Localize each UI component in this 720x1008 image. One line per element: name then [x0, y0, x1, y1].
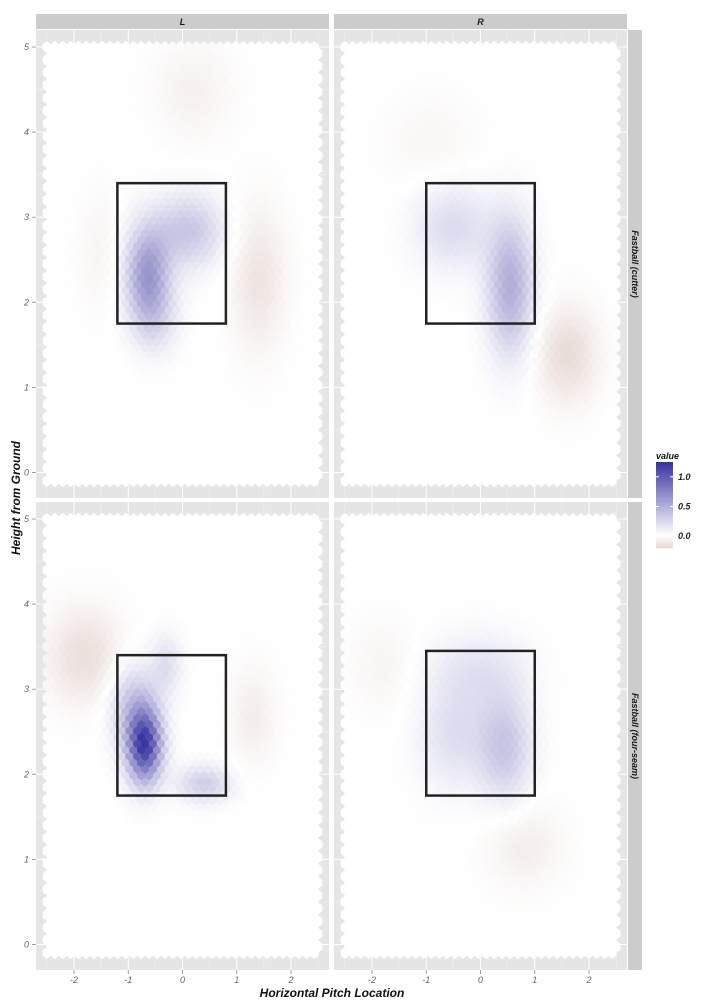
y-tick-label: 0	[24, 467, 29, 477]
y-tick-label: 3	[24, 212, 29, 222]
facet-label-row: Fastball (cutter)	[630, 230, 640, 298]
y-tick-label: 2	[23, 297, 29, 307]
y-tick-label: 4	[24, 127, 29, 137]
y-tick-label: 1	[24, 382, 29, 392]
x-axis-title: Horizontal Pitch Location	[260, 986, 405, 1000]
y-axis-title: Height from Ground	[9, 440, 23, 555]
facet-label-col: R	[477, 17, 484, 27]
y-tick-label: 5	[24, 42, 30, 52]
hex-tiles	[42, 40, 323, 488]
hex-tiles	[340, 40, 621, 488]
facet-panel: L 0 1 2 3 4 5	[23, 14, 329, 498]
facet-label-col: L	[180, 17, 186, 27]
facet-panel: R Fastball (cutter)	[334, 14, 642, 498]
hex-tiles	[42, 512, 323, 960]
legend-title: value	[656, 451, 679, 461]
